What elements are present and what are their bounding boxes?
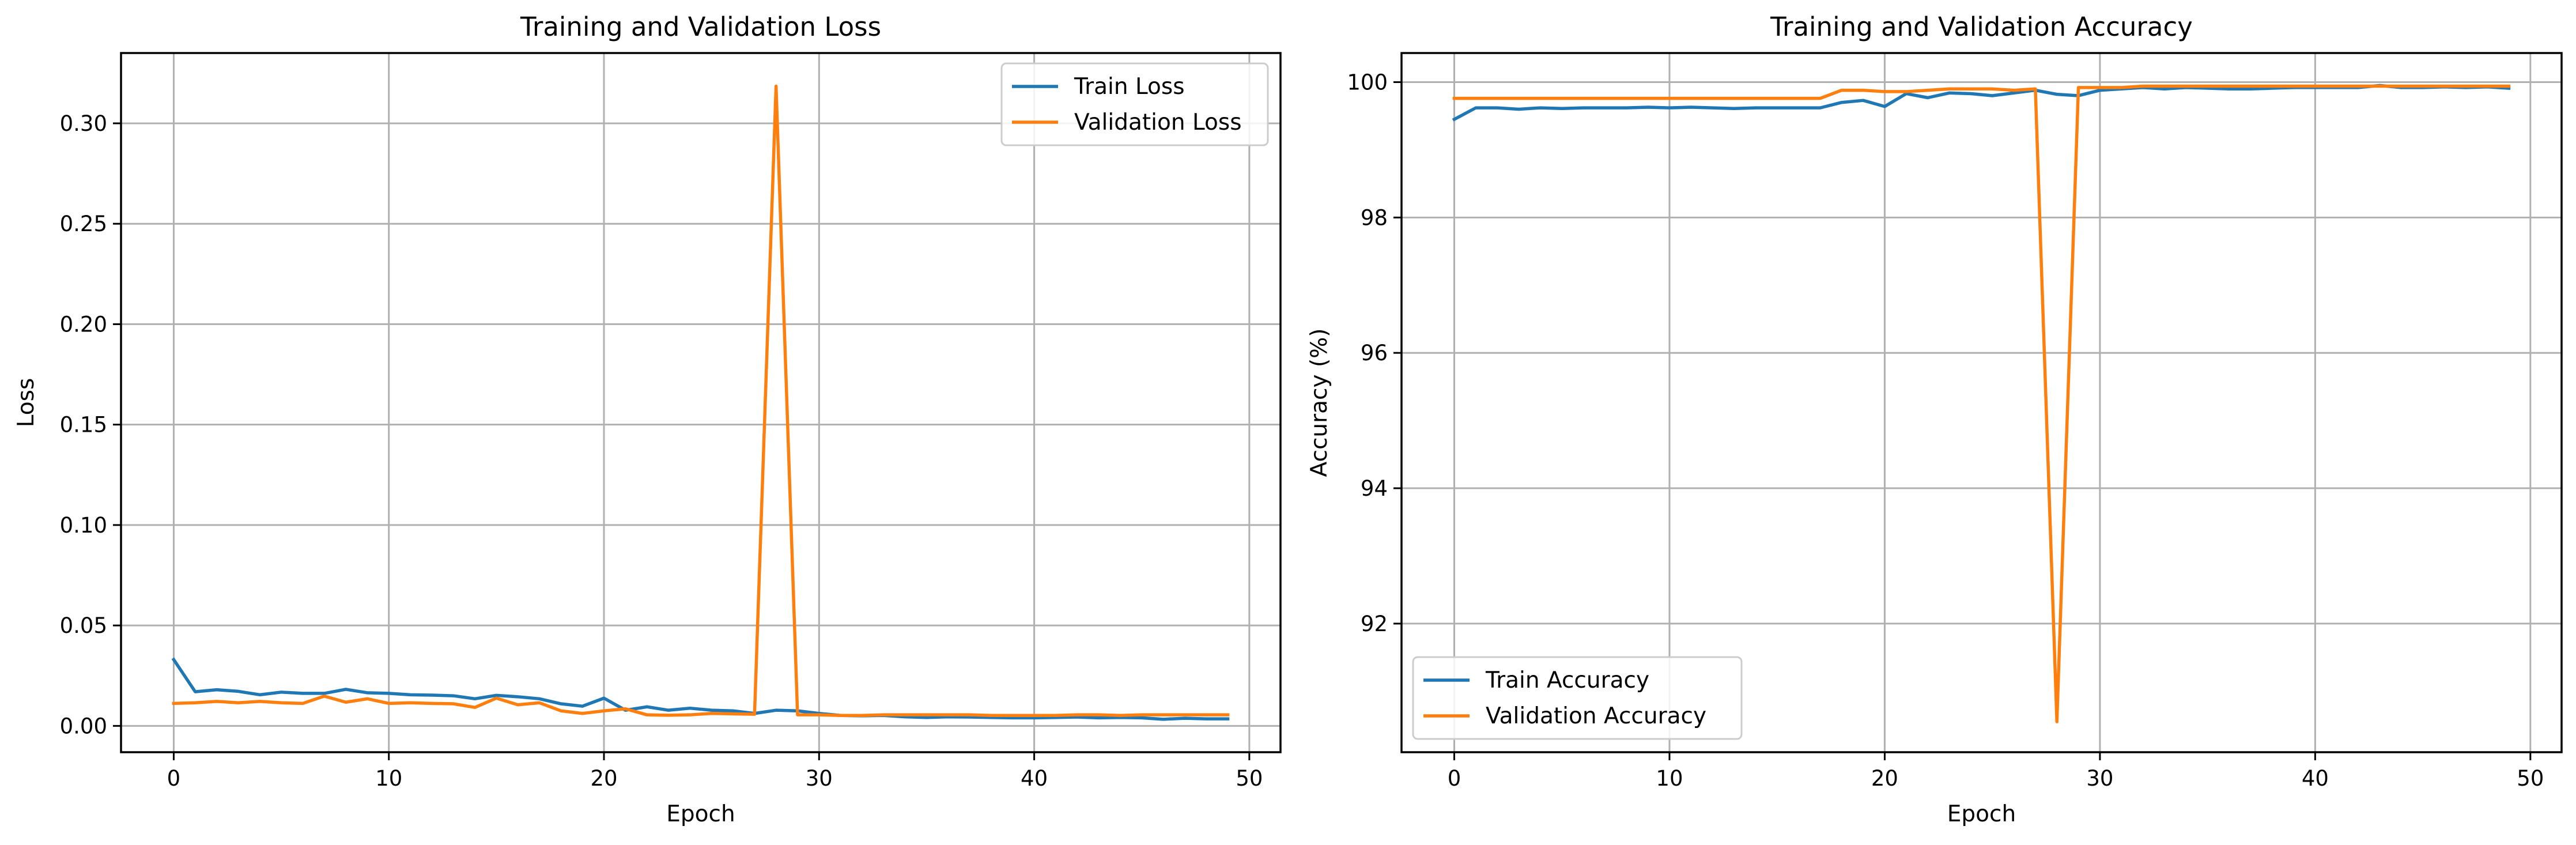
legend: Train Accuracy Validation Accuracy [1412, 656, 1743, 740]
legend-label: Validation Accuracy [1486, 703, 1706, 729]
x-tick-label: 40 [2302, 766, 2329, 791]
y-tick-label: 100 [1347, 70, 1388, 95]
y-tick-label: 92 [1361, 612, 1388, 636]
plot-area [121, 53, 1281, 752]
y-tick-label: 0.10 [60, 513, 107, 538]
series-line-validation-loss [172, 84, 1230, 717]
legend-label: Train Loss [1074, 74, 1185, 100]
x-tick-label: 50 [1236, 766, 1263, 791]
y-tick-label: 0.30 [60, 111, 107, 136]
legend-box [1000, 62, 1269, 146]
y-tick-label: 0.20 [60, 312, 107, 337]
x-tick-label: 50 [2517, 766, 2544, 791]
x-tick-label: 20 [590, 766, 617, 791]
x-tick-label: 30 [806, 766, 833, 791]
y-tick-label: 0.15 [60, 413, 107, 437]
y-axis-label: Loss [13, 378, 39, 428]
x-tick-label: 30 [2086, 766, 2113, 791]
chart-title: Training and Validation Loss [520, 12, 881, 42]
y-tick-label: 94 [1361, 476, 1388, 501]
x-axis-label: Epoch [666, 801, 735, 827]
series-line-validation-accuracy [1452, 84, 2511, 723]
chart-title: Training and Validation Accuracy [1770, 12, 2193, 42]
x-tick-label: 0 [167, 766, 181, 791]
y-tick-label: 98 [1361, 205, 1388, 230]
y-tick-label: 0.25 [60, 212, 107, 236]
y-tick-label: 96 [1361, 341, 1388, 365]
series-line-train-loss [171, 657, 1230, 721]
x-tick-label: 10 [1656, 766, 1683, 791]
plot-frame [120, 52, 1282, 753]
chart-panel-2: 0 10 20 30 40 50 92 94 96 98 100 Training and Valid… [1306, 12, 2563, 827]
x-axis-label: Epoch [1947, 801, 2016, 827]
chart-panel-1: 0 10 20 30 40 50 0.00 0.05 0.10 0.15 0.20 0.25 0.30 T… [13, 12, 1282, 827]
y-tick-label: 0.00 [60, 714, 107, 738]
legend-box [1412, 656, 1743, 740]
x-tick-label: 0 [1448, 766, 1461, 791]
legend-label: Validation Loss [1074, 110, 1242, 135]
plot-frame [1400, 52, 2563, 753]
y-axis-label: Accuracy (%) [1306, 329, 1332, 477]
x-tick-label: 20 [1871, 766, 1898, 791]
y-tick-label: 0.05 [60, 613, 107, 638]
x-tick-label: 40 [1021, 766, 1048, 791]
legend-label: Train Accuracy [1485, 667, 1649, 693]
plot-area [1402, 53, 2562, 752]
x-tick-label: 10 [375, 766, 402, 791]
legend: Train Loss Validation Loss [1000, 62, 1269, 146]
